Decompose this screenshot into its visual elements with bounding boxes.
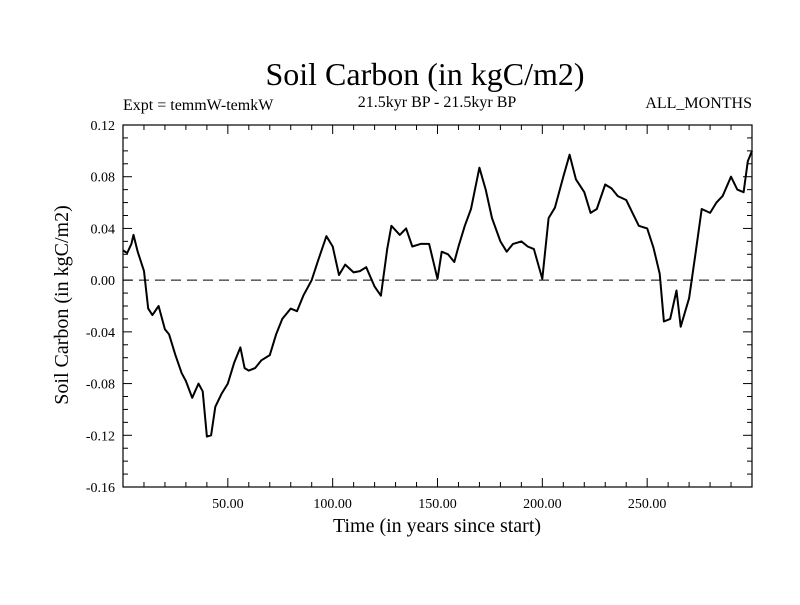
x-tick-label: 100.00 — [313, 497, 352, 512]
x-axis-label: Time (in years since start) — [333, 515, 541, 537]
y-tick-label: 0.12 — [91, 119, 116, 134]
y-tick-label: -0.16 — [86, 481, 115, 496]
x-tick-label: 50.00 — [212, 497, 244, 512]
y-tick-label: -0.08 — [86, 378, 115, 393]
y-tick-label: 0.08 — [91, 171, 116, 186]
series-line — [122, 150, 753, 438]
y-tick-label: 0.00 — [91, 274, 116, 289]
y-tick-label: -0.04 — [86, 326, 115, 341]
subtitle-right: ALL_MONTHS — [645, 95, 752, 112]
x-tick-label: 250.00 — [628, 497, 667, 512]
subtitle-left: Expt = temmW-temkW — [123, 97, 274, 114]
y-axis-label: Soil Carbon (in kgC/m2) — [51, 205, 73, 404]
y-tick-label: 0.04 — [91, 222, 116, 237]
x-tick-label: 150.00 — [418, 497, 457, 512]
plot-frame — [122, 124, 753, 488]
plot-area: 50.00 100.00 150.00 200.00 250.00 0.12 0.08 0.0… — [86, 119, 753, 512]
y-tick-label: -0.12 — [86, 429, 115, 444]
subtitle-center: 21.5kyr BP - 21.5kyr BP — [358, 94, 517, 111]
x-tick-label: 200.00 — [523, 497, 562, 512]
chart-title: Soil Carbon (in kgC/m2) — [265, 56, 584, 92]
